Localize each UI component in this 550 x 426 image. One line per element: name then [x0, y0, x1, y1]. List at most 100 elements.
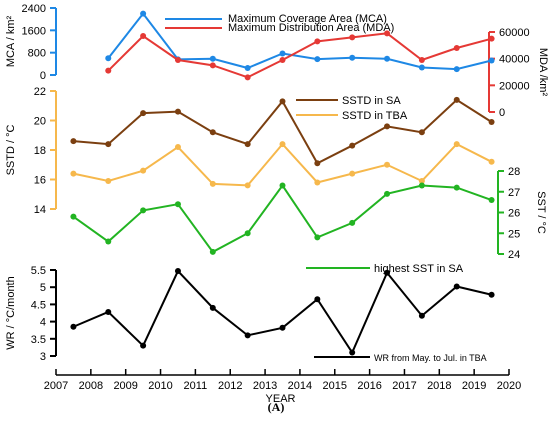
x-tick-label: 2009	[113, 380, 137, 392]
series-point-1	[244, 74, 251, 81]
series-point-4	[244, 230, 251, 237]
x-tick-label: 2018	[427, 380, 451, 392]
series-point-0	[314, 56, 321, 63]
mda-axis-label: MDA /km²	[537, 48, 549, 97]
series-point-0	[384, 55, 391, 62]
series-point-4	[279, 182, 286, 189]
series-point-2	[209, 129, 216, 136]
series-point-2	[140, 110, 147, 117]
series-point-4	[418, 182, 425, 189]
x-tick-label: 2012	[218, 380, 242, 392]
series-point-5	[384, 269, 391, 276]
series-point-3	[105, 177, 112, 184]
series-point-2	[244, 141, 251, 148]
series-point-3	[453, 141, 460, 148]
series-point-3	[140, 167, 147, 174]
series-point-4	[105, 238, 112, 245]
x-tick-label: 2014	[288, 380, 312, 392]
sstd-tick-label: 20	[34, 116, 46, 128]
mda-tick-label: 60000	[499, 27, 530, 39]
series-point-1	[418, 57, 425, 63]
x-tick-label: 2010	[148, 380, 172, 392]
series-line-3	[73, 142, 493, 187]
mda-tick-label: 0	[499, 107, 505, 119]
series-point-4	[70, 213, 77, 220]
mda-tick-label: 40000	[499, 54, 530, 66]
x-tick-label: 2020	[497, 380, 521, 392]
series-point-0	[105, 55, 112, 62]
wr-tick-label: 5	[40, 282, 46, 294]
wr-tick-label: 4	[40, 317, 46, 329]
x-tick-label: 2016	[357, 380, 381, 392]
sst-tick-label: 24	[508, 249, 520, 261]
series-point-1	[279, 57, 286, 63]
series-point-3	[70, 170, 77, 177]
mca-tick-label: 0	[40, 70, 46, 82]
x-tick-label: 2019	[462, 380, 486, 392]
series-point-2	[488, 118, 495, 125]
series-point-0	[279, 50, 286, 57]
series-point-4	[349, 219, 356, 226]
x-tick-label: 2013	[253, 380, 277, 392]
series-point-2	[70, 138, 77, 145]
series-point-5	[418, 312, 425, 319]
wr-tick-label: 5.5	[31, 265, 46, 277]
mca-tick-label: 2400	[22, 3, 46, 15]
series-point-4	[384, 190, 391, 197]
series-point-0	[140, 10, 147, 17]
series-point-4	[140, 207, 147, 214]
series-point-3	[174, 144, 181, 151]
series-point-0	[488, 57, 495, 64]
series-point-2	[105, 141, 112, 148]
legend-label-2: SSTD in SA	[342, 95, 401, 107]
series-point-1	[314, 38, 321, 45]
series-point-2	[418, 129, 425, 136]
series-point-5	[453, 283, 460, 290]
series-point-5	[488, 291, 495, 298]
x-tick-label: 2015	[323, 380, 347, 392]
x-axis-label: YEAR	[266, 393, 296, 405]
mca-tick-label: 1600	[22, 25, 46, 37]
series-point-0	[453, 66, 460, 73]
series-point-5	[209, 304, 216, 311]
series-point-0	[349, 54, 356, 61]
panel-label: (A)	[267, 400, 285, 414]
series-point-3	[349, 170, 356, 177]
series-point-4	[453, 184, 460, 191]
series-point-1	[105, 67, 112, 74]
series-point-2	[349, 142, 356, 149]
mca-axis-label: MCA / km²	[5, 16, 17, 68]
legend-label-0: Maximum Coverage Area (MCA)	[228, 13, 387, 25]
series-point-4	[174, 201, 181, 208]
series-point-0	[209, 55, 216, 62]
series-point-2	[453, 96, 460, 103]
series-point-5	[279, 324, 286, 331]
sstd-axis-label: SSTD / °C	[5, 125, 17, 176]
series-point-1	[140, 33, 147, 39]
series-line-1	[107, 32, 492, 79]
series-point-0	[418, 64, 425, 71]
mda-tick-label: 20000	[499, 80, 530, 92]
sst-tick-label: 27	[508, 187, 520, 199]
sst-axis-label: SST / °C	[535, 191, 547, 234]
series-point-3	[314, 179, 321, 186]
wr-tick-label: 3.5	[31, 334, 46, 346]
sstd-tick-label: 14	[34, 204, 46, 216]
x-tick-label: 2007	[44, 380, 68, 392]
sstd-tick-label: 22	[34, 86, 46, 98]
sstd-tick-label: 18	[34, 145, 46, 157]
series-point-5	[314, 296, 321, 303]
series-point-5	[105, 308, 112, 315]
sst-tick-label: 25	[508, 228, 520, 240]
series-point-4	[209, 248, 216, 255]
x-tick-label: 2011	[184, 380, 208, 392]
legend-label-1: Maximum Distribution Area (MDA)	[228, 22, 394, 34]
legend-label-4: highest SST in SA	[374, 263, 464, 275]
series-point-2	[174, 108, 181, 115]
series-point-1	[349, 34, 356, 41]
series-point-3	[418, 177, 425, 184]
series-point-4	[488, 197, 495, 204]
sst-tick-label: 28	[508, 166, 520, 178]
series-point-1	[384, 30, 391, 37]
